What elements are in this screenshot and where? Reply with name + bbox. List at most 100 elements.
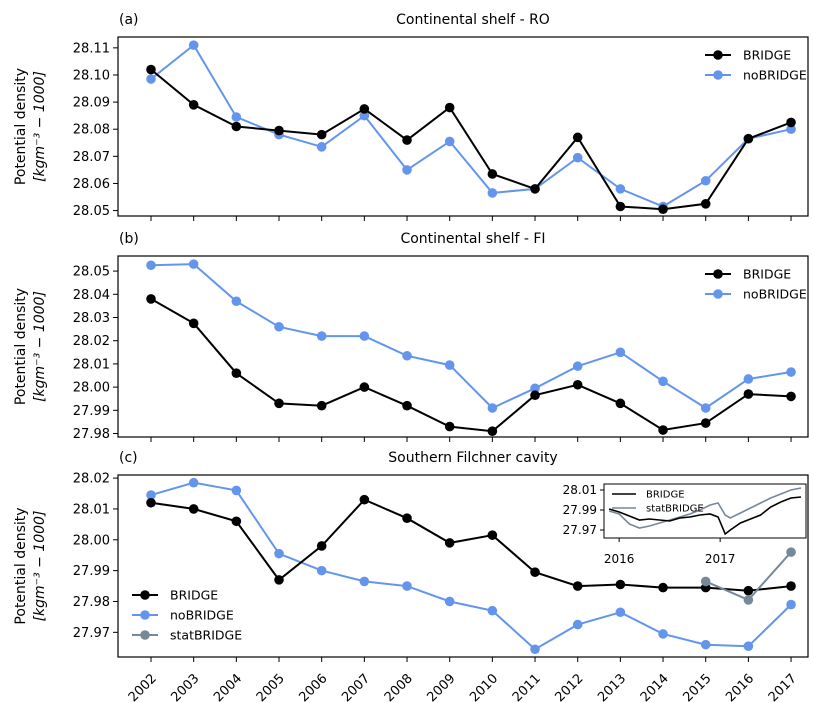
x-tick-label: 2007	[339, 671, 373, 703]
data-point-noBRIDGE	[615, 607, 626, 618]
y-tick-label: 28.05	[73, 265, 110, 280]
data-point-BRIDGE	[615, 201, 626, 212]
legend-label: BRIDGE	[743, 267, 791, 282]
data-point-BRIDGE	[700, 198, 711, 209]
data-point-noBRIDGE	[359, 331, 370, 341]
series-line-BRIDGE	[150, 68, 792, 211]
data-point-noBRIDGE	[188, 477, 199, 488]
data-point-BRIDGE	[444, 421, 455, 432]
data-point-BRIDGE	[487, 426, 498, 436]
y-tick-label: 28.02	[73, 472, 110, 487]
data-point-BRIDGE	[359, 104, 370, 114]
legend-marker	[713, 70, 723, 80]
plot-frame	[117, 474, 809, 658]
panel-a: (a) Continental shelf - RO Potential densi…	[13, 12, 809, 221]
x-tick-label: 2016	[723, 671, 757, 703]
panel-b: (b) Continental shelf - FI Potential densi…	[13, 231, 809, 442]
y-tick-label: 27.97	[73, 626, 110, 641]
data-point-noBRIDGE	[402, 581, 412, 591]
data-point-BRIDGE	[402, 135, 412, 145]
data-point-noBRIDGE	[444, 360, 455, 370]
data-point-noBRIDGE	[231, 296, 242, 307]
y-tick-label: 28.10	[73, 68, 110, 83]
data-point-noBRIDGE	[700, 639, 711, 650]
data-point-noBRIDGE	[658, 376, 668, 387]
x-tick-label: 2006	[297, 671, 331, 703]
panel-title: Southern Filchner cavity	[388, 450, 557, 466]
data-point-statBRIDGE	[743, 595, 754, 605]
y-axis-label: Potential density	[13, 288, 29, 405]
y-tick-label: 28.04	[73, 288, 110, 303]
data-point-noBRIDGE	[530, 644, 540, 655]
data-point-noBRIDGE	[700, 175, 711, 186]
data-point-noBRIDGE	[700, 403, 711, 413]
legend: BRIDGE noBRIDGE statBRIDGE	[132, 588, 242, 643]
data-point-BRIDGE	[572, 379, 583, 390]
data-point-BRIDGE	[743, 133, 754, 144]
data-point-BRIDGE	[743, 389, 754, 399]
data-point-noBRIDGE	[444, 596, 455, 607]
y-axis-unit: [kgm⁻³ − 1000]	[32, 71, 48, 182]
series-line-BRIDGE	[150, 498, 792, 592]
data-point-noBRIDGE	[615, 347, 626, 358]
x-tick-label: 2012	[553, 671, 587, 703]
data-point-noBRIDGE	[316, 331, 327, 341]
panel-c: (c) Southern Filchner cavity Potential den…	[13, 450, 809, 703]
x-tick-label: 2009	[425, 671, 459, 703]
y-tick-label: 28.06	[73, 177, 110, 192]
data-point-noBRIDGE	[359, 576, 370, 587]
data-point-noBRIDGE	[572, 152, 583, 163]
data-point-noBRIDGE	[786, 124, 796, 135]
data-point-BRIDGE	[188, 504, 199, 514]
x-tick-label: 2010	[467, 671, 501, 703]
data-point-BRIDGE	[700, 418, 711, 428]
data-point-BRIDGE	[231, 368, 242, 378]
x-tick-label: 2017	[766, 671, 800, 703]
inset-x-tick-label: 2016	[604, 552, 635, 566]
y-tick-label: 28.07	[73, 150, 110, 165]
y-tick-label: 28.00	[73, 533, 110, 548]
inset-y-tick-label: 27.97	[563, 523, 597, 537]
data-point-BRIDGE	[146, 497, 156, 508]
data-point-noBRIDGE	[743, 374, 754, 384]
data-point-noBRIDGE	[274, 548, 284, 559]
data-point-BRIDGE	[188, 100, 199, 110]
data-point-BRIDGE	[146, 294, 156, 304]
data-point-BRIDGE	[658, 204, 668, 215]
inset-legend-label: statBRIDGE	[646, 504, 704, 515]
series-line-noBRIDGE	[150, 43, 792, 208]
x-tick-label: 2002	[126, 671, 160, 703]
x-tick-label: 2013	[595, 671, 629, 703]
legend-marker	[713, 50, 723, 60]
x-tick-label: 2011	[510, 671, 544, 703]
data-point-noBRIDGE	[402, 350, 412, 361]
data-point-statBRIDGE	[700, 576, 711, 587]
series-line-noBRIDGE	[150, 481, 792, 651]
y-tick-label: 28.02	[73, 334, 110, 349]
data-point-BRIDGE	[530, 184, 540, 194]
y-tick-label: 28.09	[73, 96, 110, 111]
data-point-noBRIDGE	[487, 403, 498, 413]
legend-marker	[140, 630, 150, 640]
data-point-BRIDGE	[786, 117, 796, 128]
x-tick-label: 2004	[211, 671, 245, 703]
data-point-BRIDGE	[274, 398, 284, 409]
panel-label: (c)	[119, 450, 138, 466]
data-point-noBRIDGE	[572, 361, 583, 372]
data-point-BRIDGE	[146, 64, 156, 75]
legend-label: BRIDGE	[743, 48, 791, 63]
data-point-BRIDGE	[402, 400, 412, 411]
y-axis-unit: [kgm⁻³ − 1000]	[32, 291, 48, 402]
data-point-noBRIDGE	[188, 40, 199, 50]
data-point-noBRIDGE	[146, 74, 156, 84]
data-point-noBRIDGE	[786, 367, 796, 377]
x-tick-label: 2008	[382, 671, 416, 703]
legend-marker	[713, 289, 723, 299]
data-point-noBRIDGE	[146, 260, 156, 271]
y-tick-label: 28.05	[73, 204, 110, 219]
data-point-BRIDGE	[402, 513, 412, 523]
data-point-noBRIDGE	[231, 112, 242, 122]
data-point-BRIDGE	[530, 567, 540, 577]
legend-label: noBRIDGE	[170, 608, 234, 623]
data-point-noBRIDGE	[658, 629, 668, 639]
